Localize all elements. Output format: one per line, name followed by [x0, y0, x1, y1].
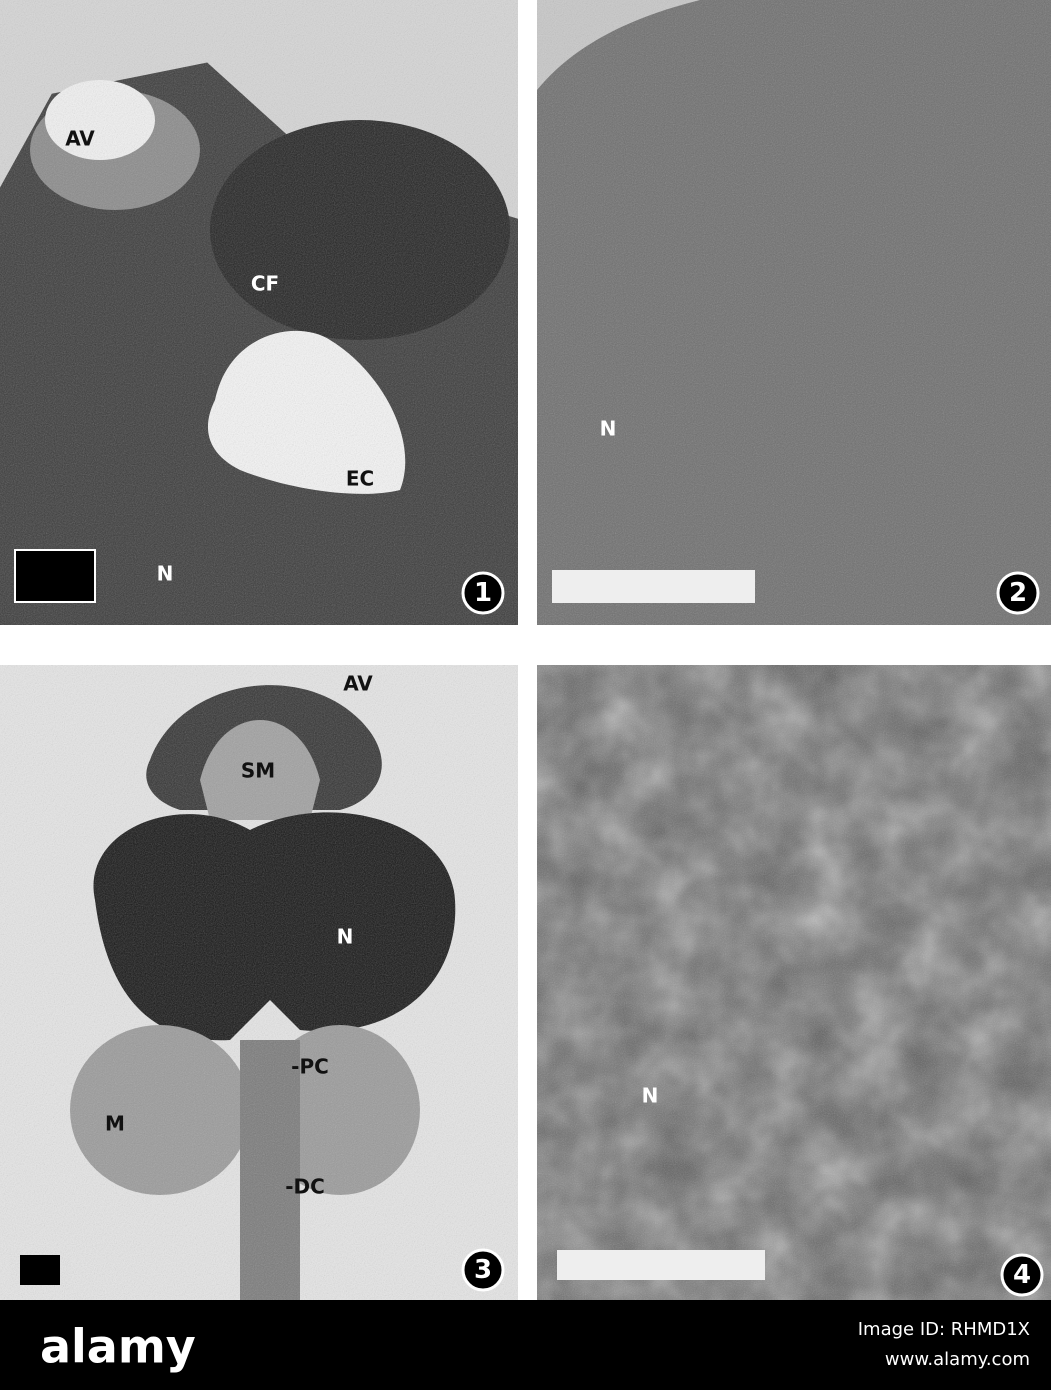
label: AV	[343, 672, 373, 696]
scale-bar	[557, 1250, 765, 1280]
label: SM	[241, 759, 275, 783]
grain	[537, 665, 1051, 1300]
grain	[0, 665, 518, 1300]
logo: alamy	[40, 1320, 196, 1374]
panel-number-badge	[461, 1248, 505, 1292]
url: www.alamy.com	[885, 1349, 1030, 1370]
label: M	[105, 1112, 125, 1136]
panel-number: 1	[474, 578, 492, 608]
label: N	[600, 417, 617, 441]
grain	[0, 0, 518, 625]
footer-bar	[0, 1300, 1051, 1390]
label: CF	[251, 272, 279, 296]
panel-number-badge	[461, 571, 505, 615]
label: N	[157, 562, 174, 586]
label: N	[337, 925, 354, 949]
label: -DC	[285, 1175, 325, 1199]
scale-bar	[20, 1255, 60, 1285]
label: -PC	[291, 1055, 329, 1079]
panel-3: AV SM N -PC M -DC 3	[0, 665, 518, 1300]
label: EC	[346, 467, 374, 491]
panel-number: 3	[474, 1255, 492, 1285]
panel-number: 4	[1013, 1260, 1031, 1290]
panel-number: 2	[1009, 578, 1027, 608]
grain	[537, 0, 1051, 625]
footer: alamy Image ID: RHMD1X www.alamy.com	[0, 1300, 1051, 1390]
scale-bar	[552, 570, 755, 603]
scale-bar	[14, 549, 96, 603]
panel-number-badge	[996, 571, 1040, 615]
panel-4: N 4	[537, 665, 1051, 1300]
panel-1: AV CF EC N 1	[0, 0, 518, 625]
label: N	[642, 1084, 659, 1108]
image-id: Image ID: RHMD1X	[858, 1319, 1030, 1340]
label: AV	[65, 127, 95, 151]
panel-2: N 2	[537, 0, 1051, 625]
panel-number-badge	[1000, 1253, 1044, 1297]
